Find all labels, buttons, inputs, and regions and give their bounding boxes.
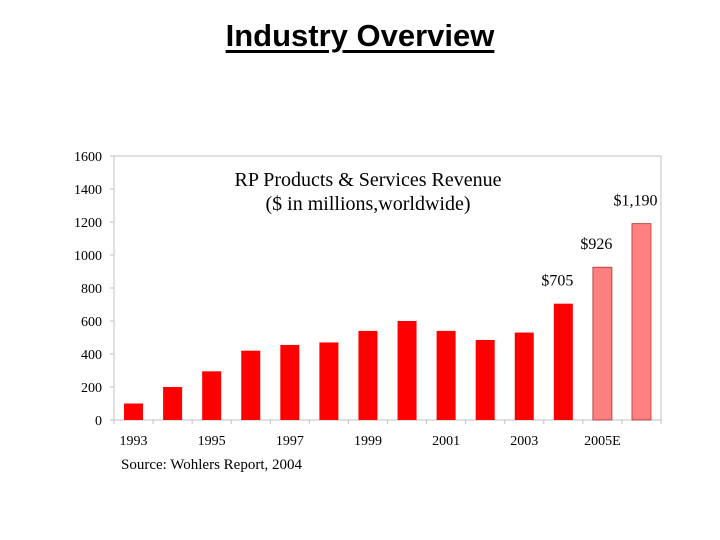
- bar-1997: [280, 344, 300, 420]
- bar-1998: [319, 342, 339, 420]
- data-label: $1,190: [613, 193, 657, 210]
- bar-1996: [241, 350, 261, 420]
- source-note: Source: Wohlers Report, 2004: [121, 457, 302, 473]
- y-tick-label: 400: [81, 348, 102, 363]
- y-tick-label: 1000: [74, 249, 102, 264]
- x-tick-label: 1995: [198, 434, 226, 449]
- bar-1999: [358, 330, 378, 420]
- bar-2003: [514, 332, 534, 420]
- chart-title: RP Products & Services Revenue: [234, 169, 501, 191]
- bar-2001: [436, 330, 456, 420]
- bar-2006: [631, 223, 652, 421]
- chart-labels: 0 200 400 600 800 1000 1200 1400 1600 1993 1995 199…: [74, 150, 657, 449]
- y-tick-label: 600: [81, 315, 102, 330]
- bar-1993: [124, 403, 144, 420]
- y-tick-label: 800: [81, 282, 102, 297]
- x-tick-label: 1999: [354, 434, 382, 449]
- bar-1995: [202, 371, 222, 420]
- chart-bars: [124, 223, 652, 421]
- y-tick-label: 1600: [74, 150, 102, 165]
- x-tick-label: 1997: [276, 434, 304, 449]
- x-tick-label: 2003: [510, 434, 538, 449]
- data-label: $705: [541, 273, 573, 290]
- bar-2005: [592, 266, 613, 421]
- y-tick-label: 0: [95, 414, 102, 429]
- slide-title: Industry Overview: [225, 18, 495, 53]
- y-tick-label: 200: [81, 381, 102, 396]
- y-tick-label: 1200: [74, 216, 102, 231]
- bar-2004: [553, 303, 573, 420]
- x-tick-label: 1993: [120, 434, 148, 449]
- x-tick-label: 2005E: [584, 434, 621, 449]
- bar-2002: [475, 339, 495, 420]
- x-tick-label: 2001: [432, 434, 460, 449]
- data-label: $926: [580, 236, 612, 253]
- bar-2000: [397, 321, 417, 420]
- chart-subtitle: ($ in millions,worldwide): [266, 193, 471, 215]
- y-tick-label: 1400: [74, 183, 102, 198]
- bar-1994: [163, 387, 183, 420]
